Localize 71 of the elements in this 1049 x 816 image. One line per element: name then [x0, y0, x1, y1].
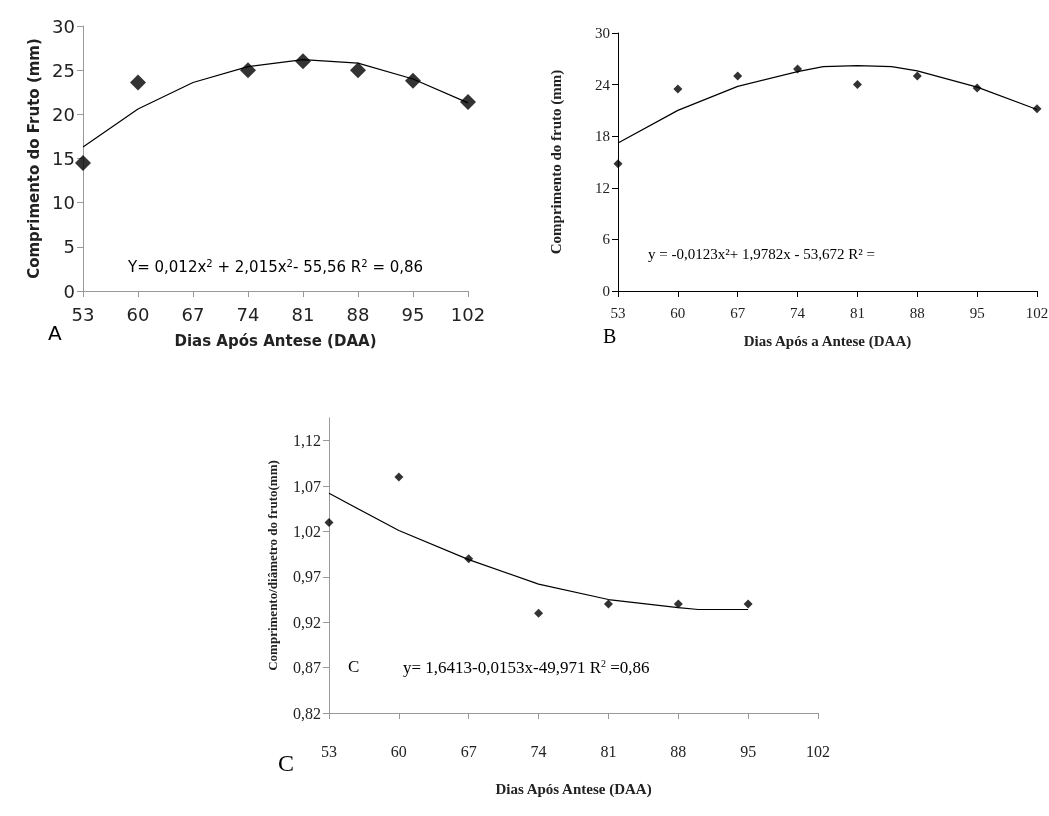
point [673, 599, 683, 609]
y-tick-label: 0,92 [293, 613, 321, 631]
point [613, 159, 623, 169]
annotation: C [348, 657, 360, 676]
x-tick-label: 102 [1025, 304, 1049, 321]
y-tick-label: 0,82 [293, 704, 321, 722]
y-tick-label: 1,02 [293, 522, 321, 540]
x-tick-label: 102 [450, 303, 486, 325]
y-axis-title: Comprimento do Fruto (mm) [24, 38, 43, 279]
point [673, 84, 683, 94]
y-tick-label: 0,97 [293, 568, 321, 586]
x-tick-label: 81 [600, 742, 617, 760]
y-tick-label: 18 [595, 128, 610, 145]
x-tick-label: 95 [740, 742, 757, 760]
y-tick-label: 0 [63, 280, 75, 302]
text: B [603, 325, 617, 347]
point [460, 93, 476, 110]
point [852, 80, 862, 90]
y-tick-label: 24 [595, 76, 611, 93]
x-tick-label: 81 [849, 304, 865, 321]
x-tick-label: 74 [530, 742, 547, 760]
x-tick-label: 88 [346, 303, 370, 325]
y-tick-label: 25 [52, 59, 75, 81]
y-tick-label: 6 [602, 231, 611, 248]
x-tick-label: 88 [909, 304, 925, 321]
x-tick-label: 60 [670, 304, 686, 321]
x-tick-label: 95 [401, 303, 425, 325]
x-axis-title: Dias Após Antese (DAA) [495, 780, 652, 798]
x-tick-label: 102 [806, 742, 830, 760]
x-tick-label: 60 [126, 303, 150, 325]
x-tick-label: 74 [236, 303, 260, 325]
point [240, 62, 256, 79]
point [912, 71, 922, 81]
x-tick-label: 60 [390, 742, 407, 760]
y-axis-title: Comprimento do fruto (mm) [547, 69, 565, 255]
x-tick-label: 95 [969, 304, 985, 321]
point [130, 74, 146, 91]
y-tick-label: 20 [52, 103, 75, 125]
y-tick-label: 5 [63, 236, 75, 258]
point [350, 62, 366, 79]
x-tick-label: 53 [610, 304, 626, 321]
y-axis-title: Comprimento/diâmetro do fruto(mm) [265, 460, 280, 671]
point [324, 517, 334, 527]
y-tick-label: 15 [52, 148, 75, 169]
x-tick-label: 88 [670, 742, 687, 760]
x-tick-label: 67 [181, 303, 205, 325]
y-tick-label: 0,87 [293, 659, 321, 677]
x-tick-label: 53 [321, 742, 337, 760]
x-axis-title: Dias Após Antese (DAA) [174, 331, 377, 350]
point [603, 599, 613, 609]
y-tick-label: 0 [602, 283, 610, 299]
y-tick-label: 1,07 [293, 477, 321, 495]
x-axis-title: Dias Após a Antese (DAA) [743, 332, 912, 350]
x-tick-label: 74 [790, 304, 806, 321]
x-tick-label: 67 [460, 742, 477, 760]
x-tick-label: 67 [730, 304, 746, 321]
y-tick-label: 10 [52, 192, 75, 214]
y-tick-label: 1,12 [293, 432, 321, 450]
point [733, 71, 743, 81]
text: C [278, 750, 295, 776]
point [394, 472, 404, 482]
x-tick-label: 81 [291, 303, 315, 325]
y-tick-label: 30 [52, 15, 75, 37]
point [75, 154, 91, 171]
point [743, 599, 753, 609]
y-tick-label: 12 [595, 179, 610, 196]
x-tick-label: 53 [71, 303, 95, 325]
point [534, 608, 544, 618]
y-tick-label: 30 [595, 25, 610, 41]
annotation: y = -0,0123x²+ 1,9782x - 53,672 R² = [648, 245, 875, 262]
text: A [48, 321, 62, 345]
